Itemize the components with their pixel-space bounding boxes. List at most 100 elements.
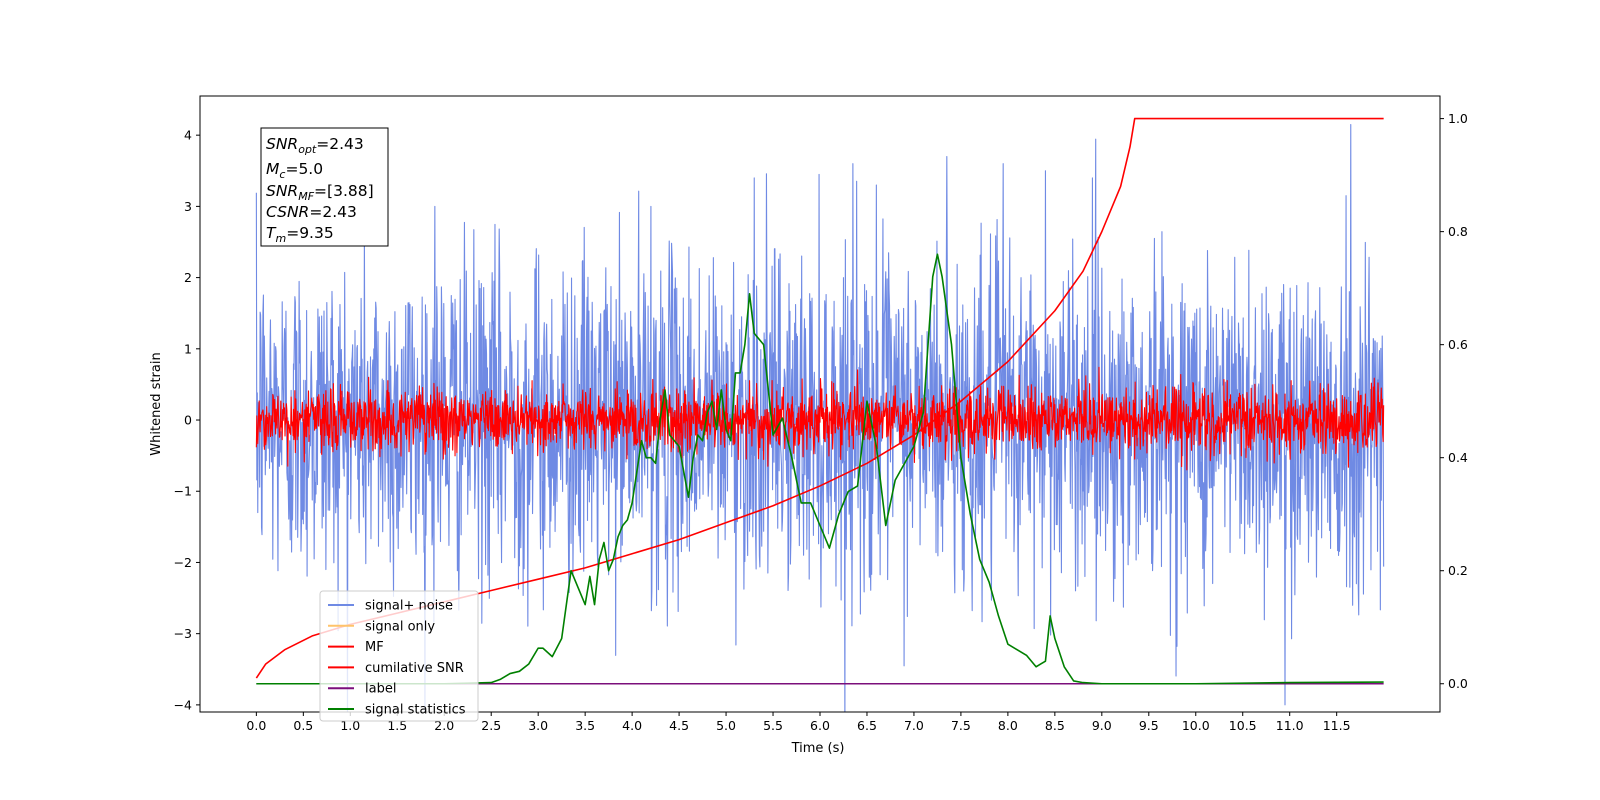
legend: signal+ noise signal only MF cumilative SNR… <box>319 590 479 722</box>
y-tick-label: −3 <box>174 626 192 641</box>
x-tick-label: 10.0 <box>1182 718 1210 733</box>
info-csnr: CSNR=2.43 <box>266 203 357 221</box>
x-tick: 7.5 <box>951 712 971 733</box>
y-tick: 1 <box>184 341 200 356</box>
x-tick: 3.5 <box>575 712 595 733</box>
x-tick: 8.5 <box>1045 712 1065 733</box>
series-signal-noise <box>255 123 1385 712</box>
x-tick-label: 3.5 <box>575 718 595 733</box>
x-tick: 3.0 <box>528 712 548 733</box>
x-tick: 7.0 <box>904 712 924 733</box>
x-tick: 0.0 <box>246 712 266 733</box>
legend-item-label: label <box>328 682 396 697</box>
info-tm: Tm=9.35 <box>266 224 334 245</box>
x-tick-label: 2.0 <box>434 718 454 733</box>
y2-tick: 0.0 <box>1440 676 1468 691</box>
y-tick-label: 4 <box>184 128 192 143</box>
y-tick-label: −2 <box>174 555 192 570</box>
x-tick: 10.0 <box>1182 712 1210 733</box>
x-tick-label: 10.5 <box>1229 718 1257 733</box>
x-tick-label: 8.5 <box>1045 718 1065 733</box>
x-tick: 11.0 <box>1276 712 1304 733</box>
x-tick-label: 2.5 <box>481 718 501 733</box>
x-tick-label: 6.5 <box>857 718 877 733</box>
legend-label: signal only <box>365 619 435 634</box>
x-tick-label: 0.0 <box>246 718 266 733</box>
x-tick: 2.5 <box>481 712 501 733</box>
y2-tick: 0.6 <box>1440 337 1468 352</box>
series-mf <box>255 366 1385 471</box>
x-tick-label: 4.0 <box>622 718 642 733</box>
x-tick: 4.5 <box>669 712 689 733</box>
x-tick-label: 8.0 <box>998 718 1018 733</box>
x-tick: 5.5 <box>763 712 783 733</box>
y2-tick: 0.4 <box>1440 450 1468 465</box>
y-tick: 2 <box>184 270 200 285</box>
y-tick: −2 <box>174 555 200 570</box>
y-tick: −3 <box>174 626 200 641</box>
legend-item-cumilative-snr: cumilative SNR <box>328 661 464 676</box>
x-tick: 0.5 <box>293 712 313 733</box>
x-tick-label: 4.5 <box>669 718 689 733</box>
series-signal-statistics <box>256 253 1384 685</box>
y-tick: 4 <box>184 128 200 143</box>
y-tick-label: 2 <box>184 270 192 285</box>
x-tick-label: 7.0 <box>904 718 924 733</box>
info-snr-opt: SNRopt=2.43 <box>266 135 364 156</box>
x-axis-label: Time (s) <box>791 741 845 756</box>
y2-tick-label: 0.6 <box>1448 337 1468 352</box>
x-tick: 6.0 <box>810 712 830 733</box>
legend-label: label <box>365 682 396 697</box>
legend-item-mf: MF <box>328 640 384 655</box>
y-tick: −1 <box>174 484 200 499</box>
y2-tick-label: 0.0 <box>1448 676 1468 691</box>
legend-label: signal+ noise <box>365 599 453 614</box>
legend-label: signal statistics <box>365 703 466 718</box>
x-tick-label: 3.0 <box>528 718 548 733</box>
y2-tick: 1.0 <box>1440 111 1468 126</box>
info-snr-mf: SNRMF=[3.88] <box>266 182 374 203</box>
y2-tick: 0.8 <box>1440 224 1468 239</box>
x-tick-label: 1.0 <box>340 718 360 733</box>
x-tick-label: 5.5 <box>763 718 783 733</box>
y2-axis-ticks: 0.0 0.2 0.4 0.6 0.8 1.0 <box>1440 111 1468 691</box>
legend-item-signal-only: signal only <box>328 619 435 634</box>
x-tick: 4.0 <box>622 712 642 733</box>
x-tick-label: 5.0 <box>716 718 736 733</box>
x-tick: 6.5 <box>857 712 877 733</box>
x-tick-label: 6.0 <box>810 718 830 733</box>
x-tick-label: 11.5 <box>1323 718 1351 733</box>
y2-tick-label: 0.4 <box>1448 450 1468 465</box>
y2-tick-label: 1.0 <box>1448 111 1468 126</box>
legend-item-signal-statistics: signal statistics <box>328 703 466 718</box>
y2-tick-label: 0.8 <box>1448 224 1468 239</box>
y-axis-label: Whitened strain <box>149 352 164 455</box>
legend-label: MF <box>365 640 384 655</box>
y-tick-label: 1 <box>184 341 192 356</box>
y-tick-label: −1 <box>174 484 192 499</box>
legend-label: cumilative SNR <box>365 661 464 676</box>
legend-item-signal-noise: signal+ noise <box>328 599 453 614</box>
x-tick: 5.0 <box>716 712 736 733</box>
x-tick-label: 0.5 <box>293 718 313 733</box>
y-tick-label: 0 <box>184 413 192 428</box>
y-tick-label: 3 <box>184 199 192 214</box>
x-tick: 9.0 <box>1092 712 1112 733</box>
x-tick: 8.0 <box>998 712 1018 733</box>
x-tick-label: 9.0 <box>1092 718 1112 733</box>
x-tick-label: 7.5 <box>951 718 971 733</box>
info-box: SNRopt=2.43 Mc=5.0 SNRMF=[3.88] CSNR=2.4… <box>260 127 389 247</box>
x-tick-label: 1.5 <box>387 718 407 733</box>
legend-frame <box>319 590 479 722</box>
x-tick: 11.5 <box>1323 712 1351 733</box>
x-tick-label: 11.0 <box>1276 718 1304 733</box>
y2-tick: 0.2 <box>1440 563 1468 578</box>
y-tick-label: −4 <box>174 697 192 712</box>
x-tick-label: 9.5 <box>1139 718 1159 733</box>
x-tick: 10.5 <box>1229 712 1257 733</box>
y-tick: −4 <box>174 697 200 712</box>
y-tick: 0 <box>184 413 200 428</box>
y-axis-ticks: −4 −3 −2 −1 0 1 2 3 4 <box>174 128 200 712</box>
info-mc: Mc=5.0 <box>266 160 323 181</box>
